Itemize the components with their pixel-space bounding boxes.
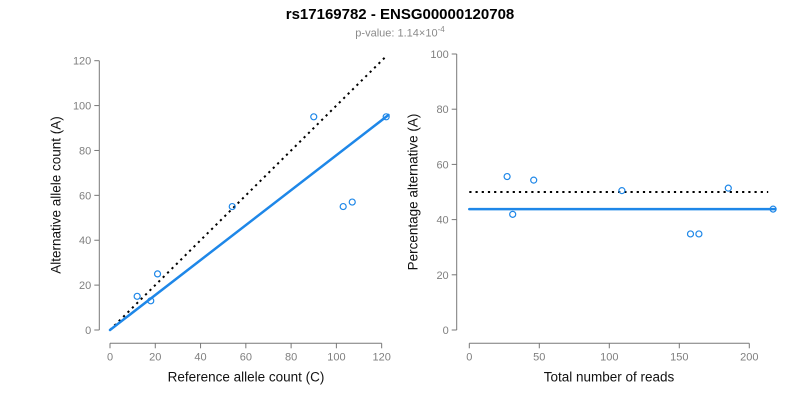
left-y-axis-title: Alternative allele count (A) (48, 116, 64, 274)
left-data-point (339, 202, 347, 211)
right-y-tick-label: 100 (430, 49, 448, 61)
regression-line (108, 113, 390, 332)
left-data-point (310, 113, 318, 121)
left-x-tick-label: 100 (327, 351, 345, 363)
right-data-point (695, 230, 703, 238)
right-y-tick-label: 20 (436, 270, 448, 282)
right-x-tick-label: 150 (670, 351, 688, 363)
left-y-tick-label: 40 (79, 235, 91, 247)
left-data-point (382, 113, 390, 121)
left-x-tick-label: 80 (285, 351, 297, 363)
left-y-tick-label: 60 (79, 190, 91, 202)
left-data-point (133, 292, 141, 300)
right-data-point (769, 205, 777, 213)
chart-title: rs17169782 - ENSG00000120708 (285, 6, 515, 23)
left-y-tick-label: 0 (85, 325, 91, 337)
p-value-exponent: -4 (437, 25, 445, 34)
right-y-tick-label: 40 (436, 215, 448, 227)
right-data-point (618, 187, 626, 195)
left-y-tick-label: 100 (73, 101, 91, 113)
right-data-point (530, 176, 538, 184)
right-y-axis-title: Percentage alternative (A) (405, 113, 421, 271)
right-x-axis-title: Total number of reads (543, 369, 675, 385)
left-data-point (147, 297, 155, 305)
right-data-point (724, 184, 732, 192)
right-y-tick-label: 0 (443, 325, 449, 337)
right-x-tick-label: 100 (600, 351, 618, 363)
left-x-tick-label: 20 (149, 351, 161, 363)
left-data-point (153, 270, 162, 278)
right-x-tick-label: 200 (740, 351, 758, 363)
left-y-tick-label: 20 (79, 280, 91, 292)
left-x-axis-title: Reference allele count (C) (167, 369, 325, 385)
p-value-subtitle: p-value: 1.14×10-4 (0, 25, 800, 40)
left-data-point (228, 202, 236, 211)
left-data-point (348, 198, 356, 206)
right-y-tick-label: 80 (436, 104, 448, 116)
right-x-tick-label: 0 (466, 351, 472, 363)
left-x-tick-label: 0 (107, 351, 113, 363)
right-data-point (686, 230, 695, 238)
right-x-tick-label: 50 (533, 351, 545, 363)
identity-line (109, 54, 389, 331)
right-data-point (503, 172, 511, 181)
left-x-tick-label: 40 (194, 351, 206, 363)
p-value-text: p-value: 1.14×10 (355, 27, 438, 40)
right-y-tick-label: 60 (436, 159, 448, 171)
left-x-tick-label: 60 (240, 351, 252, 363)
left-y-tick-label: 80 (79, 145, 91, 157)
left-x-tick-label: 120 (372, 351, 390, 363)
right-data-point (509, 210, 517, 218)
left-y-tick-label: 120 (73, 56, 91, 68)
